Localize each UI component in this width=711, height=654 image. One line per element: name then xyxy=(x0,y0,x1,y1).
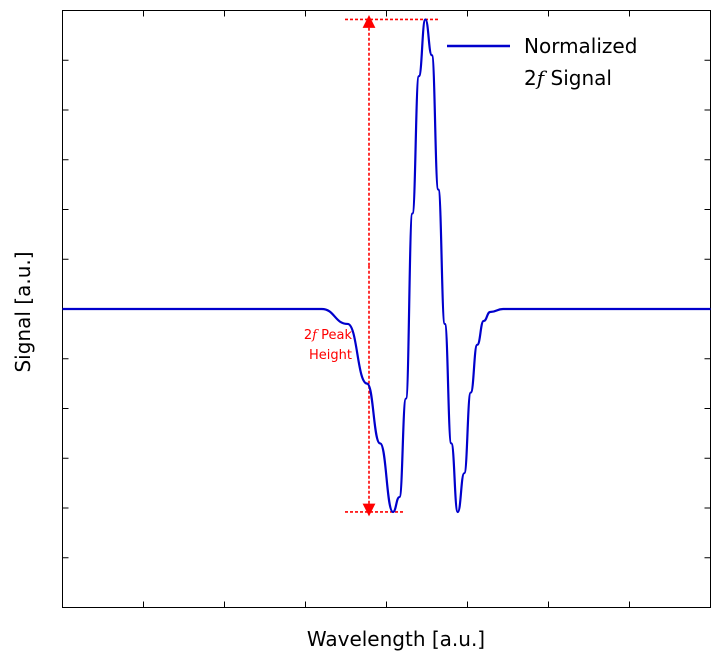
peak-height-label-line2: Height xyxy=(309,348,352,363)
peak-height-annotation xyxy=(345,15,440,517)
y-axis-label: Signal [a.u.] xyxy=(11,251,35,372)
legend-label-line2: 2f Signal xyxy=(524,66,612,90)
legend-label-line1: Normalized xyxy=(524,34,637,58)
series-line-normalized-2f-signal xyxy=(62,18,711,514)
x-axis-label: Wavelength [a.u.] xyxy=(307,627,485,651)
peak-height-label-line1: 2f Peak xyxy=(304,328,353,343)
peak-height-label: 2f Peak Height xyxy=(304,328,353,363)
legend: Normalized 2f Signal xyxy=(447,34,637,90)
